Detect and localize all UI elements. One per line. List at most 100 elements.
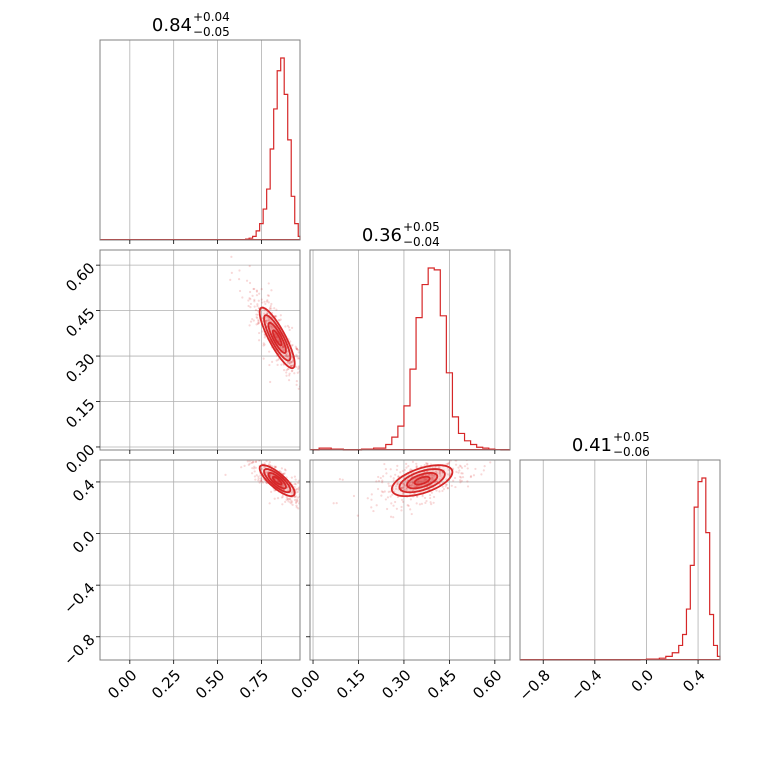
sample-point	[253, 467, 256, 470]
sample-point	[307, 499, 309, 501]
x-tick-label: −0.4	[567, 666, 605, 704]
y-tick-label: 0.45	[62, 304, 98, 340]
sample-point	[411, 483, 414, 487]
sample-point	[287, 379, 291, 382]
sample-point	[301, 502, 303, 504]
sample-point	[395, 482, 399, 486]
sample-point	[445, 463, 448, 466]
sample-point	[415, 462, 418, 465]
sample-point	[270, 307, 273, 310]
sample-point	[418, 503, 421, 506]
sample-point	[279, 318, 282, 321]
sample-point	[261, 317, 264, 320]
sample-point	[302, 355, 304, 357]
sample-point	[282, 472, 285, 475]
sample-point	[268, 461, 271, 464]
sample-point	[267, 301, 270, 304]
sample-point	[397, 482, 400, 485]
sample-point	[440, 456, 442, 458]
sample-point	[300, 377, 302, 379]
sample-point	[420, 465, 423, 468]
contour-level	[413, 475, 431, 486]
sample-point	[405, 486, 408, 490]
sample-point	[295, 347, 299, 351]
sample-point	[291, 369, 294, 372]
sample-point	[438, 472, 442, 476]
sample-point	[294, 478, 297, 481]
sample-point	[290, 476, 293, 479]
sample-point	[265, 300, 269, 303]
sample-point	[295, 504, 298, 507]
sample-point	[282, 345, 285, 349]
sample-point	[286, 361, 289, 364]
pair-panel-0-2	[96, 456, 309, 664]
sample-point	[389, 475, 392, 478]
sample-point	[397, 475, 400, 478]
sample-point	[240, 466, 243, 469]
sample-point	[447, 457, 449, 459]
sample-point	[381, 479, 384, 482]
sample-point	[270, 289, 273, 292]
sample-point	[255, 313, 258, 316]
sample-point	[256, 322, 259, 325]
sample-point	[428, 493, 432, 497]
sample-point	[280, 363, 283, 366]
sample-point	[288, 362, 292, 365]
sample-point	[411, 481, 414, 484]
sample-point	[290, 326, 294, 329]
sample-point	[469, 475, 473, 478]
sample-point	[407, 484, 411, 487]
sample-point	[262, 344, 265, 347]
sample-point	[246, 457, 248, 459]
sample-point	[294, 501, 298, 505]
sample-point	[303, 484, 305, 486]
sample-point	[287, 326, 291, 329]
sample-point	[389, 490, 392, 493]
sample-point	[255, 457, 257, 459]
sample-point	[305, 494, 307, 496]
sample-point	[460, 479, 463, 482]
sample-point	[407, 483, 411, 486]
sample-point	[295, 498, 298, 501]
sample-point	[427, 473, 431, 476]
sample-point	[415, 465, 418, 468]
sample-point	[290, 364, 294, 367]
sample-point	[276, 363, 279, 366]
sample-point	[295, 487, 298, 491]
sample-point	[296, 496, 300, 499]
sample-point	[263, 465, 267, 469]
sample-point	[290, 499, 293, 502]
sample-point	[446, 487, 449, 490]
sample-point	[288, 362, 291, 365]
sample-point	[444, 457, 446, 459]
sample-point	[251, 461, 254, 464]
sample-point	[307, 513, 309, 515]
sample-point	[295, 353, 298, 356]
y-tick-label: 0.60	[62, 259, 98, 295]
sample-point	[248, 290, 252, 294]
sample-point	[251, 317, 254, 321]
sample-point	[370, 493, 373, 496]
sample-point	[407, 504, 410, 507]
sample-point	[382, 491, 385, 494]
sample-point	[238, 269, 241, 272]
sample-point	[296, 490, 299, 493]
sample-point	[429, 473, 432, 476]
sample-point	[288, 497, 291, 500]
sample-point	[243, 464, 246, 467]
sample-point	[253, 456, 255, 458]
sample-point	[273, 489, 276, 492]
sample-point	[278, 469, 281, 473]
sample-point	[421, 495, 424, 498]
sample-point	[288, 498, 292, 501]
sample-point	[260, 288, 263, 291]
sample-point	[253, 298, 256, 301]
sample-point	[261, 301, 264, 304]
sample-point	[269, 464, 272, 467]
sample-point	[401, 486, 405, 489]
sample-point	[230, 271, 233, 274]
sample-point	[383, 490, 386, 493]
sample-point	[286, 497, 289, 500]
sample-point	[448, 461, 451, 464]
